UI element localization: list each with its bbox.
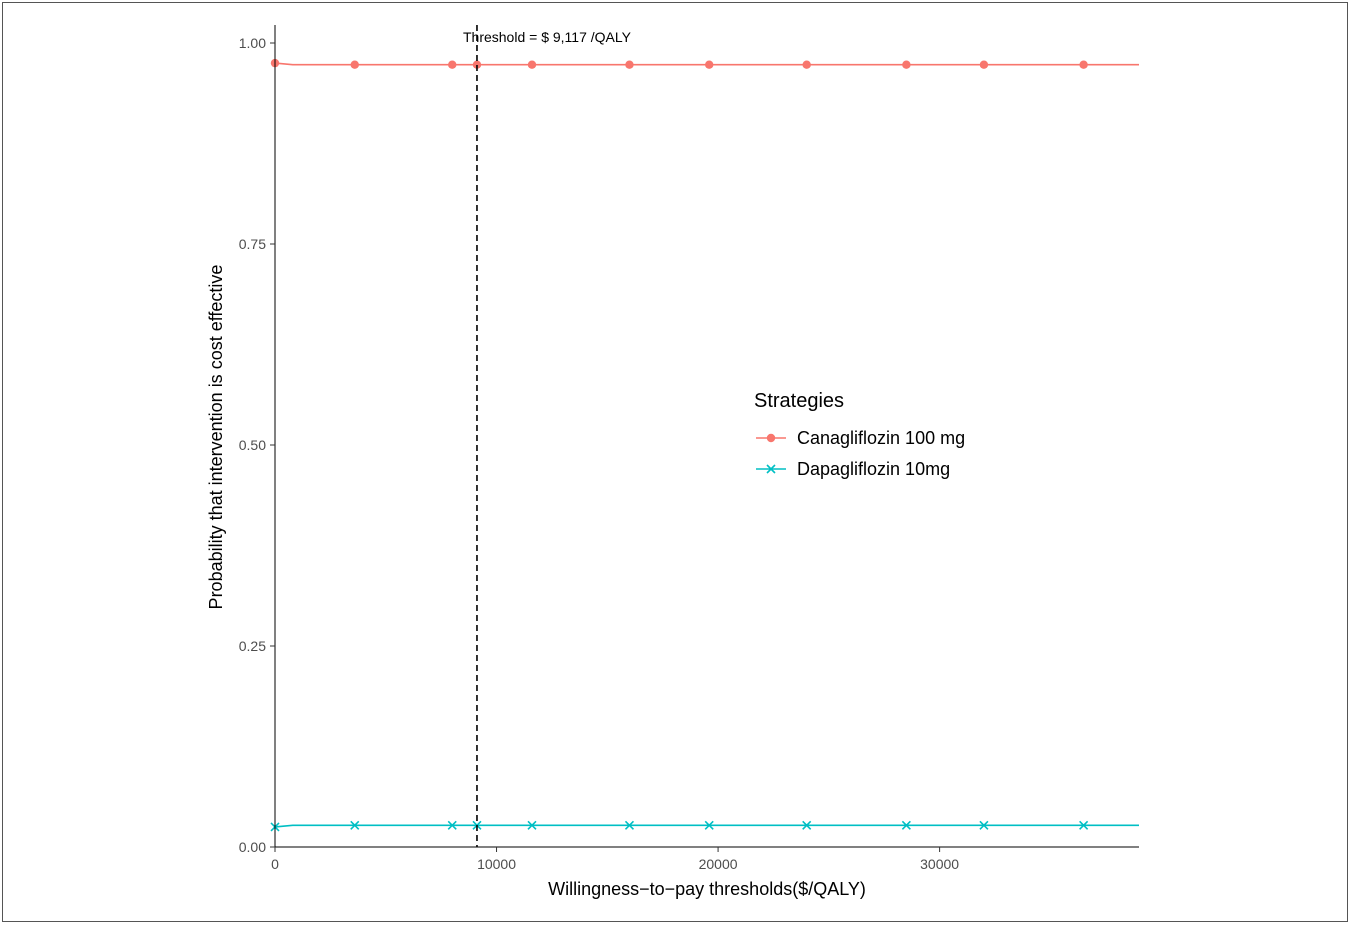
legend-label: Canagliflozin 100 mg <box>797 428 965 448</box>
y-tick-label: 0.00 <box>239 839 266 855</box>
y-tick-label: 1.00 <box>239 35 266 51</box>
legend-key-marker <box>766 464 776 474</box>
data-point <box>704 820 714 830</box>
data-point <box>472 60 482 69</box>
data-point <box>448 60 457 69</box>
data-point <box>802 820 812 830</box>
y-tick-label: 0.25 <box>239 638 266 654</box>
data-point <box>901 820 911 830</box>
data-point <box>1079 820 1089 830</box>
data-point <box>447 820 457 830</box>
x-axis-ticks: 0 10000 20000 30000 <box>271 847 959 872</box>
y-axis-ticks: 0.00 0.25 0.50 0.75 1.00 <box>239 35 275 855</box>
data-point <box>624 820 635 830</box>
data-point <box>979 820 989 830</box>
y-tick-label: 0.50 <box>239 437 266 453</box>
y-axis-title: Probability that intervention is cost ef… <box>206 265 226 610</box>
x-tick-label: 30000 <box>920 856 959 872</box>
data-point <box>1079 60 1088 69</box>
plot-layer <box>270 25 1139 847</box>
legend-key-marker <box>766 433 776 443</box>
threshold-annotation: Threshold = $ 9,117 /QALY <box>463 29 632 45</box>
legend-title: Strategies <box>754 390 844 412</box>
legend-items: Canagliflozin 100 mg Dapagliflozin 10mg <box>756 428 965 479</box>
x-axis-title: Willingness−to−pay thresholds($/QALY) <box>548 879 866 899</box>
legend: Strategies Canagliflozin 100 mg Dapaglifl… <box>754 390 965 479</box>
data-point <box>350 60 359 69</box>
data-point <box>350 820 360 830</box>
data-point <box>527 820 537 830</box>
x-tick-label: 20000 <box>699 856 738 872</box>
data-point <box>902 60 911 69</box>
legend-label: Dapagliflozin 10mg <box>797 459 950 479</box>
x-tick-label: 10000 <box>477 856 516 872</box>
data-point <box>705 60 714 69</box>
data-point <box>625 60 634 69</box>
data-point <box>527 60 537 69</box>
data-point <box>979 60 989 69</box>
y-tick-label: 0.75 <box>239 236 266 252</box>
x-tick-label: 0 <box>271 856 279 872</box>
data-point <box>802 60 811 69</box>
